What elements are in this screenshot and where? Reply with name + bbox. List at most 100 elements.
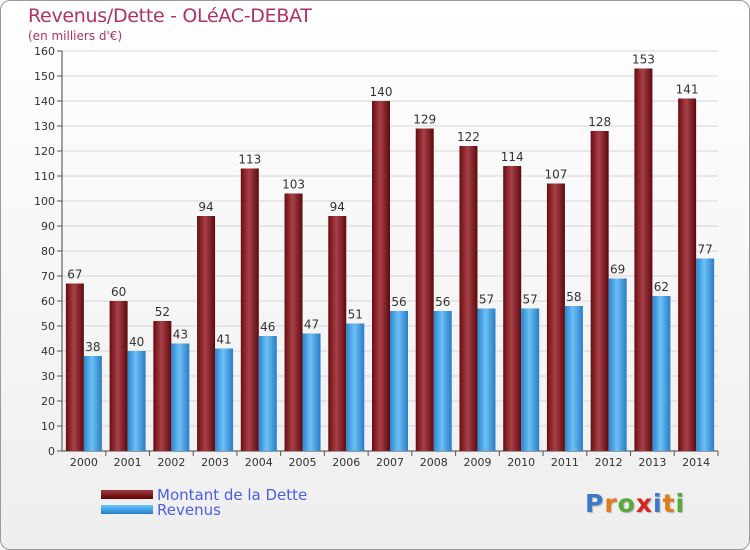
x-tick-label: 2003 <box>201 456 229 469</box>
revenue-bar <box>215 348 234 451</box>
debt-bar <box>546 183 565 451</box>
debt-bar <box>65 283 84 451</box>
debt-bar <box>284 193 303 451</box>
debt-bar <box>240 168 259 451</box>
revenue-value-label: 56 <box>391 295 406 309</box>
revenue-bar <box>390 311 408 451</box>
x-tick-label: 2014 <box>682 456 710 469</box>
revenue-value-label: 69 <box>610 263 625 277</box>
revenue-bar <box>608 278 627 451</box>
debt-value-label: 103 <box>282 178 305 192</box>
revenue-bar <box>258 336 277 451</box>
legend-swatch-debt <box>101 490 153 499</box>
debt-value-label: 153 <box>632 53 655 67</box>
debt-bar <box>197 216 216 451</box>
y-tick-label: 90 <box>41 220 55 233</box>
debt-bar <box>459 146 478 451</box>
legend-swatch-revenue <box>101 505 153 514</box>
debt-value-label: 128 <box>588 115 611 129</box>
revenue-bar <box>477 308 496 451</box>
debt-value-label: 94 <box>330 200 345 214</box>
revenue-value-label: 77 <box>697 243 712 257</box>
revenue-bar <box>696 258 715 451</box>
legend-item-revenue: Revenus <box>101 501 401 519</box>
revenue-bar <box>652 296 671 451</box>
y-tick-label: 0 <box>48 445 55 458</box>
x-tick-label: 2001 <box>114 456 142 469</box>
logo-letter: i <box>653 489 663 518</box>
debt-value-label: 114 <box>501 150 524 164</box>
revenue-value-label: 38 <box>85 340 100 354</box>
x-tick-label: 2006 <box>332 456 360 469</box>
proxiti-logo: Proxiti <box>585 489 685 518</box>
revenue-value-label: 57 <box>523 293 538 307</box>
revenue-value-label: 51 <box>348 308 363 322</box>
revenue-value-label: 62 <box>654 280 669 294</box>
debt-value-label: 141 <box>676 83 699 97</box>
chart-title: Revenus/Dette - OLéAC-DEBAT <box>28 5 312 27</box>
debt-value-label: 52 <box>155 305 170 319</box>
revenue-value-label: 40 <box>129 335 144 349</box>
x-tick-label: 2000 <box>70 456 98 469</box>
debt-bar <box>372 101 390 451</box>
revenue-bar <box>346 323 365 451</box>
debt-value-label: 113 <box>238 153 261 167</box>
x-tick-label: 2007 <box>376 456 404 469</box>
revenue-value-label: 41 <box>216 333 231 347</box>
y-tick-label: 70 <box>41 270 55 283</box>
y-tick-label: 80 <box>41 245 55 258</box>
logo-letter: o <box>617 489 636 518</box>
debt-value-label: 94 <box>198 200 213 214</box>
revenue-value-label: 56 <box>435 295 450 309</box>
debt-bar <box>328 216 347 451</box>
debt-value-label: 107 <box>544 168 567 182</box>
x-tick-label: 2013 <box>638 456 666 469</box>
revenue-bar <box>171 343 190 451</box>
x-tick-label: 2012 <box>595 456 623 469</box>
x-tick-label: 2008 <box>420 456 448 469</box>
x-tick-label: 2004 <box>245 456 273 469</box>
x-tick-label: 2002 <box>157 456 185 469</box>
revenue-bar <box>127 351 146 451</box>
x-tick-label: 2010 <box>507 456 535 469</box>
debt-bar <box>109 301 128 451</box>
revenue-value-label: 46 <box>260 320 275 334</box>
debt-bar <box>153 321 172 451</box>
revenue-bar <box>302 333 321 451</box>
debt-value-label: 60 <box>111 285 126 299</box>
debt-bar <box>415 128 434 451</box>
debt-bar <box>590 131 609 451</box>
x-tick-label: 2009 <box>463 456 491 469</box>
revenue-bar <box>521 308 540 451</box>
revenue-value-label: 58 <box>566 290 581 304</box>
y-tick-label: 30 <box>41 370 55 383</box>
debt-value-label: 67 <box>67 268 82 282</box>
y-tick-label: 130 <box>34 120 55 133</box>
y-tick-label: 10 <box>41 420 55 433</box>
revenue-bar <box>564 306 583 451</box>
x-tick-label: 2011 <box>551 456 579 469</box>
revenue-value-label: 43 <box>173 328 188 342</box>
revenue-value-label: 47 <box>304 318 319 332</box>
y-tick-label: 110 <box>34 170 55 183</box>
legend-item-debt: Montant de la Dette <box>101 486 401 504</box>
debt-bar <box>503 166 522 451</box>
y-tick-label: 50 <box>41 320 55 333</box>
logo-letter: t <box>662 489 676 518</box>
logo-letter: r <box>604 489 618 518</box>
y-tick-label: 20 <box>41 395 55 408</box>
revenue-value-label: 57 <box>479 293 494 307</box>
y-tick-label: 120 <box>34 145 55 158</box>
y-tick-label: 60 <box>41 295 55 308</box>
y-tick-label: 140 <box>34 95 55 108</box>
y-tick-label: 160 <box>34 45 55 58</box>
debt-bar <box>634 68 653 451</box>
legend-label-revenue: Revenus <box>157 501 221 519</box>
debt-value-label: 129 <box>413 113 436 127</box>
debt-value-label: 140 <box>370 85 393 99</box>
logo-letter: x <box>635 489 653 518</box>
revenue-bar <box>433 311 452 451</box>
logo-letter: i <box>675 489 686 518</box>
